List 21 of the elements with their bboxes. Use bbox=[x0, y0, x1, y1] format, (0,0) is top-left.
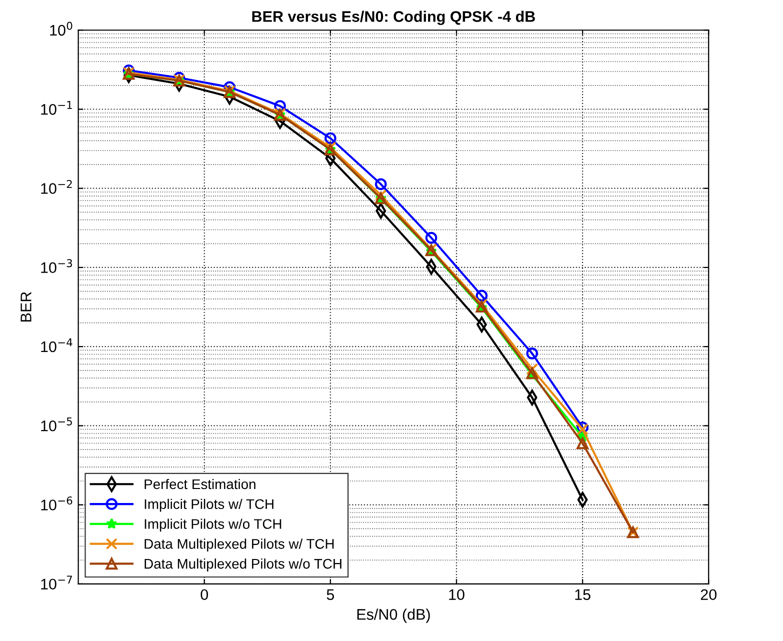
legend-label: Implicit Pilots w/o TCH bbox=[144, 518, 282, 532]
legend-label: Implicit Pilots w/ TCH bbox=[144, 498, 274, 512]
x-tick-label: 5 bbox=[326, 589, 334, 600]
x-tick-label: 20 bbox=[700, 589, 717, 600]
y-tick-label: 10$^{−6}$ bbox=[41, 496, 72, 510]
y-tick-label: 10$^{−4}$ bbox=[41, 338, 72, 352]
y-axis-title: BER bbox=[20, 292, 32, 322]
y-tick-label: 10$^{−5}$ bbox=[41, 418, 72, 432]
legend-label: Perfect Estimation bbox=[144, 478, 256, 490]
x-tick-label: 0 bbox=[200, 589, 208, 600]
legend-label: Data Multiplexed Pilots w/ TCH bbox=[144, 538, 334, 552]
y-tick-label: 10$^{−7}$ bbox=[41, 576, 72, 590]
y-tick-label: 10$^{−1}$ bbox=[41, 101, 72, 115]
y-tick-label: 10$^{−3}$ bbox=[41, 259, 72, 274]
x-axis-title: Es/N0 (dB) bbox=[357, 608, 430, 623]
chart-title: BER versus Es/N0: Coding QPSK -4 dB bbox=[252, 10, 535, 26]
x-tick-label: 15 bbox=[575, 589, 590, 600]
legend-label: Data Multiplexed Pilots w/o TCH bbox=[144, 558, 342, 572]
y-tick-label: 10$^{0}$ bbox=[50, 22, 72, 36]
y-tick-label: 10$^{−2}$ bbox=[41, 180, 72, 194]
x-tick-label: 10 bbox=[449, 589, 464, 600]
